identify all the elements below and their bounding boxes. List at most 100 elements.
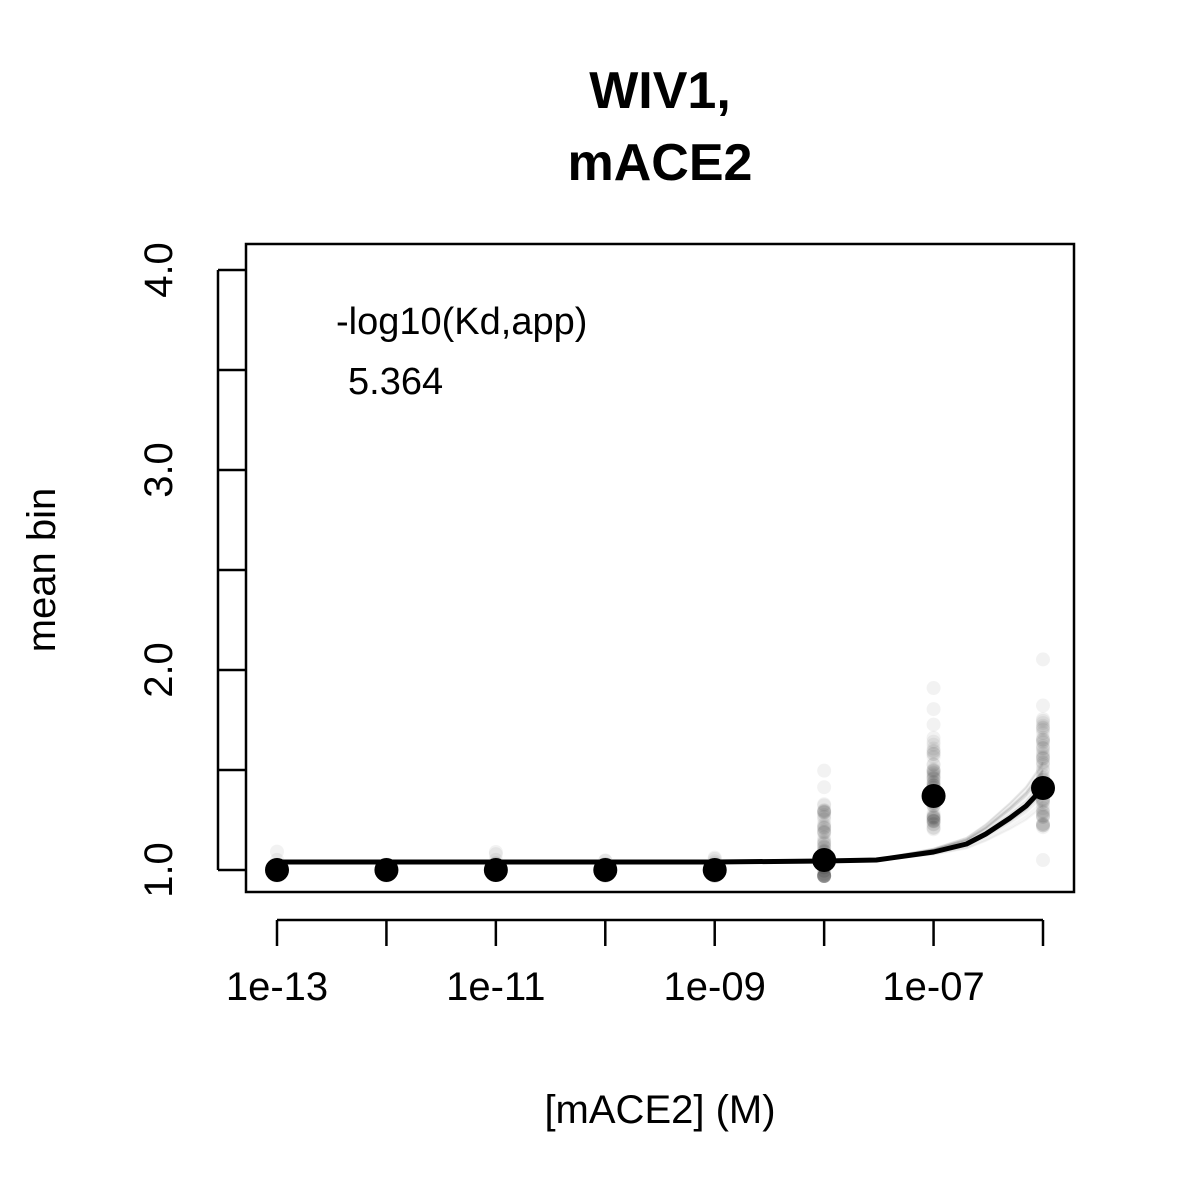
replicate-point — [817, 818, 832, 833]
replicate-point — [817, 808, 832, 823]
replicate-point — [1036, 741, 1050, 756]
replicate-point — [817, 869, 832, 883]
replicate-point — [817, 817, 832, 832]
replicate-point — [926, 763, 941, 778]
replicate-point — [1036, 712, 1050, 727]
data-point — [374, 858, 399, 882]
replicate-point — [1036, 801, 1050, 816]
replicate-point — [1036, 803, 1050, 818]
replicate-point — [926, 757, 941, 772]
annotation-value: 5.364 — [348, 361, 443, 403]
replicate-point — [817, 823, 832, 838]
replicate-point — [926, 757, 941, 772]
replicate-point — [926, 822, 941, 837]
replicate-point — [926, 809, 941, 824]
data-points — [265, 776, 1055, 882]
replicate-point — [817, 869, 832, 883]
data-point — [812, 848, 837, 872]
replicate-point — [926, 816, 941, 831]
replicate-point — [926, 763, 941, 778]
replicate-point — [817, 805, 832, 820]
x-tick-label: 1e-11 — [446, 965, 545, 1009]
replicate-point — [926, 765, 941, 780]
replicate-point — [1036, 818, 1050, 833]
replicate-point — [1036, 809, 1050, 824]
chart-title-line-1: WIV1, — [589, 62, 731, 120]
replicate-point — [1036, 797, 1050, 812]
replicate-point — [817, 820, 832, 835]
replicate-point — [817, 809, 832, 824]
replicate-point — [817, 869, 832, 883]
x-tick-label: 1e-09 — [664, 965, 766, 1009]
replicate-point — [926, 766, 941, 781]
replicate-point — [1036, 652, 1050, 667]
replicate-point — [488, 847, 503, 862]
y-axis-label: mean bin — [20, 488, 64, 653]
replicate-point — [926, 737, 941, 752]
replicate-point — [817, 869, 832, 883]
replicate-point — [926, 810, 941, 825]
replicate-point — [926, 764, 941, 779]
replicate-point — [817, 869, 832, 883]
replicate-point — [1036, 734, 1050, 749]
replicate-point — [817, 869, 832, 883]
replicate-point — [817, 836, 832, 851]
replicate-point — [926, 702, 941, 717]
replicate-point — [817, 803, 832, 818]
data-point — [702, 858, 727, 882]
replicate-point — [817, 805, 832, 820]
replicate-point — [817, 821, 832, 836]
y-tick-label: 1.0 — [137, 842, 181, 898]
annotation-label: -log10(Kd,app) — [336, 301, 587, 343]
replicate-point — [1036, 739, 1050, 754]
data-point — [483, 858, 508, 882]
data-point — [265, 858, 289, 882]
replicate-point — [926, 744, 941, 759]
replicate-point — [817, 798, 832, 813]
replicate-point — [1036, 818, 1050, 833]
replicate-point — [817, 837, 832, 852]
replicate-point — [926, 813, 941, 828]
replicate-point — [1036, 735, 1050, 750]
replicate-point — [926, 681, 941, 696]
replicate-point — [926, 734, 941, 749]
replicate-point — [488, 845, 503, 860]
replicate-point — [926, 810, 941, 825]
replicate-point — [926, 821, 941, 836]
replicate-point — [817, 804, 832, 819]
replicate-point — [926, 811, 941, 826]
replicate-point — [817, 825, 832, 840]
replicate-point — [817, 825, 832, 840]
replicate-point — [1036, 808, 1050, 823]
replicate-point — [1036, 853, 1050, 868]
data-point — [1031, 776, 1055, 800]
y-tick-label: 2.0 — [137, 642, 181, 698]
replicate-point — [926, 747, 941, 762]
replicate-point — [1036, 805, 1050, 820]
plot-frame — [244, 242, 1076, 894]
replicate-point — [926, 820, 941, 835]
replicate-point — [926, 814, 941, 829]
replicate-point — [817, 869, 832, 883]
replicate-point — [817, 820, 832, 835]
x-tick-label: 1e-07 — [882, 965, 984, 1009]
replicate-point — [926, 812, 941, 827]
replicate-point — [817, 869, 832, 883]
replicate-point — [1036, 751, 1050, 766]
replicate-point — [926, 808, 941, 823]
replicate-point — [817, 780, 832, 795]
replicate-point — [1036, 816, 1050, 831]
replicate-point — [926, 769, 941, 784]
y-tick-label: 4.0 — [137, 242, 181, 298]
replicate-point — [817, 869, 832, 883]
replicate-point — [926, 750, 941, 765]
replicate-point — [1036, 805, 1050, 820]
replicate-point — [1036, 718, 1050, 733]
replicate-point — [1036, 715, 1050, 730]
chart-title-line-2: mACE2 — [568, 134, 753, 192]
replicate-point — [1036, 730, 1050, 745]
replicate-point — [1036, 808, 1050, 823]
replicate-point — [1036, 820, 1050, 835]
replicate-point — [1036, 744, 1050, 759]
